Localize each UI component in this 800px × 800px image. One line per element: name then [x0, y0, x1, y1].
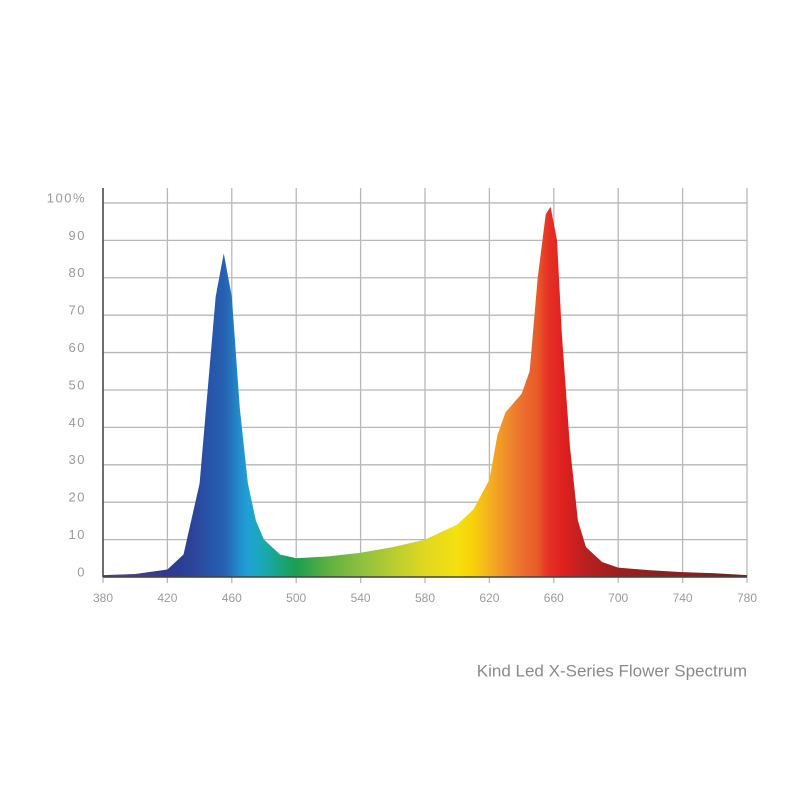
x-tick-label: 700: [608, 591, 628, 605]
y-tick-label: 90: [69, 228, 86, 243]
x-tick-label: 580: [415, 591, 435, 605]
chart-title: Kind Led X-Series Flower Spectrum: [477, 661, 747, 680]
x-tick-label: 380: [93, 591, 113, 605]
x-tick-label: 660: [544, 591, 564, 605]
y-tick-label: 60: [69, 340, 86, 355]
x-tick-label: 620: [479, 591, 499, 605]
y-tick-label: 0: [77, 564, 86, 579]
x-tick-label: 460: [222, 591, 242, 605]
x-tick-label: 420: [157, 591, 177, 605]
x-tick-label: 500: [286, 591, 306, 605]
y-tick-label: 70: [69, 303, 86, 318]
x-tick-label: 780: [737, 591, 757, 605]
y-tick-label: 40: [69, 415, 86, 430]
spectrum-area: [103, 206, 747, 578]
x-tick-label: 540: [351, 591, 371, 605]
x-tick-label: 740: [673, 591, 693, 605]
y-tick-label: 50: [69, 377, 86, 392]
y-tick-label: 80: [69, 265, 86, 280]
y-tick-label: 30: [69, 452, 86, 467]
y-tick-label: 10: [69, 527, 86, 542]
y-tick-label: 100%: [47, 190, 86, 205]
y-tick-label: 20: [69, 490, 86, 505]
